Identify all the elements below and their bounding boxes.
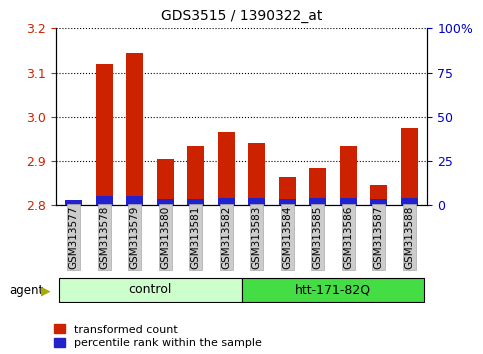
Bar — [309, 168, 326, 205]
Bar — [187, 145, 204, 205]
FancyBboxPatch shape — [58, 278, 242, 302]
Bar — [218, 132, 235, 205]
Bar — [401, 198, 417, 205]
Bar — [248, 198, 265, 205]
Text: GSM313580: GSM313580 — [160, 205, 170, 269]
Bar — [309, 198, 326, 205]
FancyBboxPatch shape — [242, 278, 425, 302]
Legend: transformed count, percentile rank within the sample: transformed count, percentile rank withi… — [54, 324, 262, 348]
Text: GDS3515 / 1390322_at: GDS3515 / 1390322_at — [161, 9, 322, 23]
Bar — [340, 145, 356, 205]
Bar — [340, 198, 356, 205]
Bar — [157, 199, 174, 205]
Text: GSM313581: GSM313581 — [191, 205, 201, 269]
Bar — [127, 53, 143, 205]
Bar — [157, 159, 174, 205]
Bar — [370, 199, 387, 205]
Bar — [96, 196, 113, 205]
Bar — [218, 198, 235, 205]
Text: GSM313587: GSM313587 — [374, 205, 384, 269]
Text: control: control — [128, 284, 172, 296]
Text: GSM313578: GSM313578 — [99, 205, 109, 269]
Text: GSM313586: GSM313586 — [343, 205, 353, 269]
Text: htt-171-82Q: htt-171-82Q — [295, 284, 371, 296]
Bar — [66, 200, 82, 205]
Bar — [96, 64, 113, 205]
Bar — [248, 143, 265, 205]
Text: GSM313577: GSM313577 — [69, 205, 79, 269]
Text: GSM313584: GSM313584 — [282, 205, 292, 269]
Text: GSM313582: GSM313582 — [221, 205, 231, 269]
Text: GSM313585: GSM313585 — [313, 205, 323, 269]
Bar — [279, 177, 296, 205]
Bar — [66, 203, 82, 205]
Bar — [279, 199, 296, 205]
Text: GSM313588: GSM313588 — [404, 205, 414, 269]
Bar — [187, 199, 204, 205]
Bar — [401, 128, 417, 205]
Text: agent: agent — [10, 285, 44, 297]
Text: ▶: ▶ — [41, 285, 51, 297]
Bar — [370, 185, 387, 205]
Text: GSM313583: GSM313583 — [252, 205, 262, 269]
Bar — [127, 196, 143, 205]
Text: GSM313579: GSM313579 — [130, 205, 140, 269]
